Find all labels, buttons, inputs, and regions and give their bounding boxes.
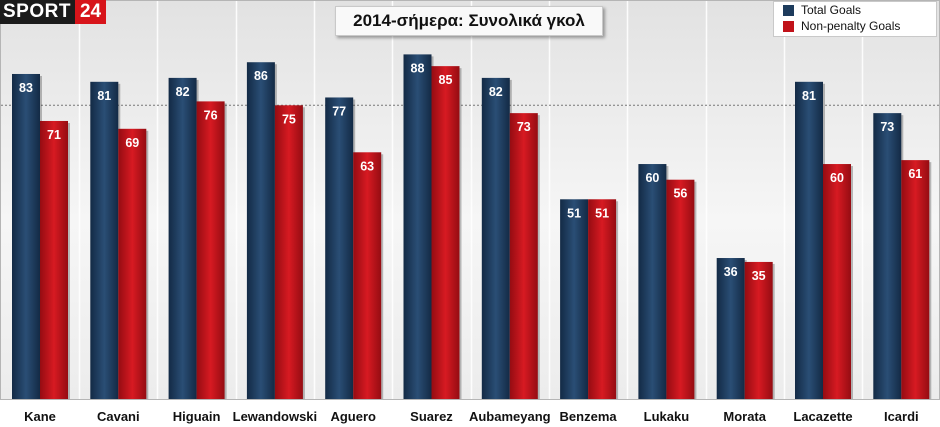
bar-nonpenalty-lukaku — [666, 179, 695, 399]
legend-label-nonpenalty: Non-penalty Goals — [801, 19, 901, 33]
data-label-total: 51 — [567, 206, 581, 220]
bar-total-lukaku — [638, 164, 667, 399]
data-label-total: 88 — [411, 61, 425, 75]
bar-total-kane — [12, 73, 40, 400]
x-tick-label: Kane — [24, 409, 56, 424]
data-label-total: 73 — [880, 120, 894, 134]
bar-nonpenalty-icardi — [901, 160, 930, 399]
data-label-nonpenalty: 69 — [125, 136, 139, 150]
data-label-nonpenalty: 35 — [752, 269, 766, 283]
bar-total-aguero — [325, 97, 354, 399]
column-separators — [78, 1, 864, 399]
x-tick-label: Benzema — [560, 409, 618, 424]
bar-nonpenalty-morata — [744, 261, 773, 399]
legend-label-total: Total Goals — [801, 3, 862, 17]
data-label-nonpenalty: 76 — [204, 108, 218, 122]
legend-item-total: Total Goals — [774, 2, 936, 18]
x-tick-label: Higuain — [173, 409, 221, 424]
data-label-total: 82 — [176, 85, 190, 99]
bar-nonpenalty-cavani — [118, 128, 147, 399]
x-tick-labels: Kane Cavani Higuain Lewandowski Aguero Suarez… — [24, 409, 919, 424]
sport24-logo: SPORT 24 — [0, 0, 107, 24]
bar-nonpenalty-suarez — [431, 66, 460, 399]
bar-nonpenalty-aguero — [353, 152, 382, 399]
chart-title: 2014-σήμερα: Συνολικά γκολ — [335, 6, 603, 36]
bar-total-icardi — [873, 113, 902, 400]
x-tick-label: Lukaku — [644, 409, 690, 424]
data-label-nonpenalty: 85 — [439, 73, 453, 87]
logo-number: 24 — [74, 0, 107, 24]
x-tick-label: Aubameyang — [469, 409, 551, 424]
bar-nonpenalty-aubameyang — [509, 113, 538, 400]
bar-total-higuain — [168, 77, 197, 399]
bar-nonpenalty-benzema — [588, 199, 617, 399]
x-tick-label: Suarez — [410, 409, 453, 424]
bar-nonpenalty-kane — [40, 120, 68, 400]
data-label-total: 82 — [489, 85, 503, 99]
bar-nonpenalty-lacazette — [823, 164, 851, 399]
x-tick-label: Cavani — [97, 409, 140, 424]
data-label-nonpenalty: 51 — [595, 206, 609, 220]
bar-total-lacazette — [795, 81, 823, 399]
legend-item-nonpenalty: Non-penalty Goals — [774, 18, 936, 34]
data-label-nonpenalty: 73 — [517, 120, 531, 134]
x-tick-label: Icardi — [884, 409, 919, 424]
x-tick-label: Lewandowski — [233, 409, 318, 424]
bar-total-lewandowski — [246, 62, 275, 399]
data-label-nonpenalty: 60 — [830, 171, 844, 185]
bar-nonpenalty-higuain — [196, 101, 225, 399]
data-label-total: 81 — [802, 89, 816, 103]
bar-total-suarez — [403, 54, 432, 399]
data-label-nonpenalty: 63 — [360, 159, 374, 173]
x-tick-label: Lacazette — [793, 409, 852, 424]
bar-total-benzema — [560, 199, 589, 399]
data-label-nonpenalty: 61 — [908, 167, 922, 181]
data-label-nonpenalty: 71 — [47, 128, 61, 142]
x-tick-label: Aguero — [330, 409, 376, 424]
bar-nonpenalty-lewandowski — [274, 105, 303, 400]
legend-swatch-total — [783, 4, 794, 16]
data-label-total: 86 — [254, 69, 268, 83]
data-label-total: 81 — [97, 89, 111, 103]
legend-swatch-nonpenalty — [783, 20, 794, 32]
data-label-total: 60 — [645, 171, 659, 185]
data-label-total: 77 — [332, 104, 346, 118]
data-label-total: 36 — [724, 265, 738, 279]
bar-total-cavani — [90, 81, 119, 399]
logo-text: SPORT — [3, 1, 71, 22]
data-label-total: 83 — [19, 81, 33, 95]
data-label-nonpenalty: 56 — [673, 187, 687, 201]
bar-total-aubameyang — [481, 77, 510, 399]
x-tick-label: Morata — [723, 409, 766, 424]
data-label-nonpenalty: 75 — [282, 112, 296, 126]
bars-group: 83 71 81 69 82 76 86 75 77 63 88 85 82 73 51 51 60 56 36 35… — [12, 54, 932, 400]
bar-total-morata — [716, 258, 745, 399]
legend: Total Goals Non-penalty Goals — [773, 1, 937, 37]
